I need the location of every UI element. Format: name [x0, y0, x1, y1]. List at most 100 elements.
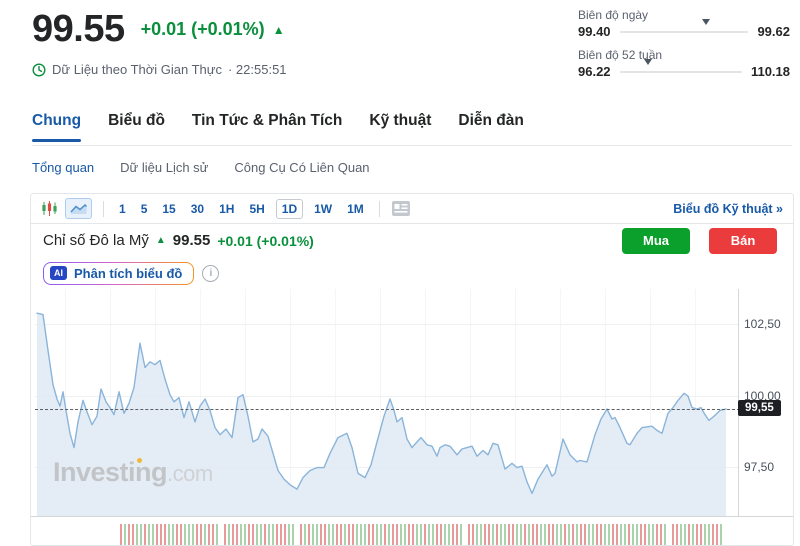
area-chart-icon[interactable]: [65, 198, 92, 219]
tab-bieu-do[interactable]: Biểu đồ: [108, 112, 165, 129]
timeframe-15[interactable]: 15: [162, 201, 176, 216]
volume-bar: [328, 524, 331, 545]
volume-bar: [408, 524, 411, 545]
volume-bar: [520, 524, 523, 545]
chart-title: Chỉ số Đô la Mỹ: [43, 232, 149, 249]
volume-bar: [384, 524, 387, 545]
price-area-svg: [36, 312, 727, 516]
volume-bar: [404, 524, 407, 545]
ranges-panel: Biên độ ngày 99.40 99.62 Biên độ 52 tuần…: [578, 8, 790, 88]
candlestick-chart-icon[interactable]: [41, 200, 58, 217]
day-range-handle: [702, 18, 712, 46]
volume-bar: [428, 524, 431, 545]
volume-bar: [380, 524, 383, 545]
volume-bar: [468, 524, 471, 545]
volume-bar: [332, 524, 335, 545]
info-icon[interactable]: i: [202, 264, 220, 282]
chart-last-price: 99.55: [172, 232, 211, 249]
sell-button[interactable]: Bán: [709, 227, 777, 254]
volume-bar: [260, 524, 263, 545]
ai-analysis-row: AI Phân tích biểu đồ i: [31, 257, 793, 289]
week52-range-low: 96.22: [578, 64, 611, 79]
volume-bar: [484, 524, 487, 545]
day-range-track[interactable]: [619, 18, 749, 46]
toolbar-divider-2: [378, 200, 380, 217]
tab-tin-tuc[interactable]: Tin Tức & Phân Tích: [191, 112, 343, 129]
volume-bar: [272, 524, 275, 545]
tab-ky-thuat[interactable]: Kỹ thuật: [369, 112, 432, 129]
volume-bar: [240, 524, 243, 545]
volume-bar: [708, 524, 711, 545]
timeframe-5[interactable]: 5: [140, 201, 148, 216]
timeframe-1w[interactable]: 1W: [314, 201, 333, 216]
volume-bar: [340, 524, 343, 545]
volume-bar: [400, 524, 403, 545]
tab-chung[interactable]: Chung: [32, 112, 82, 142]
volume-bar: [576, 524, 579, 545]
watermark-brand: Investing: [53, 457, 168, 487]
chart-card: 1 5 15 30 1H 5H 1D 1W 1M Biểu đồ Kỹ thuậ…: [30, 193, 794, 546]
volume-bar: [424, 524, 427, 545]
volume-bar: [144, 524, 147, 545]
watermark-dot: [137, 458, 142, 463]
volume-bar: [268, 524, 271, 545]
snapshot-icon[interactable]: [391, 200, 411, 217]
volume-bar: [600, 524, 603, 545]
volume-bar: [436, 524, 439, 545]
v-gridline: [515, 289, 516, 516]
volume-bar: [364, 524, 367, 545]
volume-bar: [532, 524, 535, 545]
volume-bar: [184, 524, 187, 545]
volume-bar: [564, 524, 567, 545]
week52-range-track[interactable]: [619, 58, 742, 86]
volume-bar: [180, 524, 183, 545]
price-line: [36, 312, 727, 495]
subnav-du-lieu-lich-su[interactable]: Dữ liệu Lịch sử: [120, 160, 209, 175]
price-area: [37, 313, 726, 516]
week52-range-high: 110.18: [750, 64, 790, 79]
volume-bar: [588, 524, 591, 545]
timeframe-1h[interactable]: 1H: [219, 201, 235, 216]
volume-bar: [700, 524, 703, 545]
timeframe-1d[interactable]: 1D: [275, 198, 304, 219]
subnav-cong-cu[interactable]: Công Cụ Có Liên Quan: [234, 160, 370, 175]
volume-bar: [176, 524, 179, 545]
ai-analysis-button[interactable]: AI Phân tích biểu đồ: [43, 261, 195, 285]
v-gridline: [335, 289, 336, 516]
volume-bar: [120, 524, 123, 545]
volume-bar: [160, 524, 163, 545]
timeframe-1m[interactable]: 1M: [347, 201, 364, 216]
volume-bar: [416, 524, 419, 545]
volume-bar: [568, 524, 571, 545]
volume-bar: [256, 524, 259, 545]
technical-chart-link[interactable]: Biểu đồ Kỹ thuật »: [673, 201, 783, 216]
volume-bar: [168, 524, 171, 545]
volume-bar: [172, 524, 175, 545]
subnav-tong-quan[interactable]: Tổng quan: [32, 160, 95, 175]
volume-bar: [156, 524, 159, 545]
timeframe-30[interactable]: 30: [190, 201, 205, 216]
volume-pane[interactable]: [31, 517, 793, 545]
v-gridline: [605, 289, 606, 516]
volume-bar: [136, 524, 139, 545]
volume-bar: [672, 524, 675, 545]
buy-button[interactable]: Mua: [622, 227, 690, 254]
instrument-price-block: 99.55 +0.01 (+0.01%) ▲: [32, 8, 285, 51]
chart-plot[interactable]: 102,50 100,00 97,50 99,55 Investing.com: [31, 289, 793, 517]
volume-bar: [688, 524, 691, 545]
tab-dien-dan[interactable]: Diễn đàn: [458, 112, 524, 129]
volume-bar: [528, 524, 531, 545]
volume-bar: [716, 524, 719, 545]
day-range-row: 99.40 99.62: [578, 18, 790, 46]
volume-bar: [448, 524, 451, 545]
volume-bar: [652, 524, 655, 545]
volume-bar: [196, 524, 199, 545]
volume-bar: [140, 524, 143, 545]
volume-bar: [616, 524, 619, 545]
timeframe-5h[interactable]: 5H: [249, 201, 265, 216]
volume-bar: [248, 524, 251, 545]
volume-bar: [476, 524, 479, 545]
timeframe-1[interactable]: 1: [119, 201, 126, 216]
volume-bar: [388, 524, 391, 545]
up-arrow-icon: ▲: [272, 22, 285, 37]
